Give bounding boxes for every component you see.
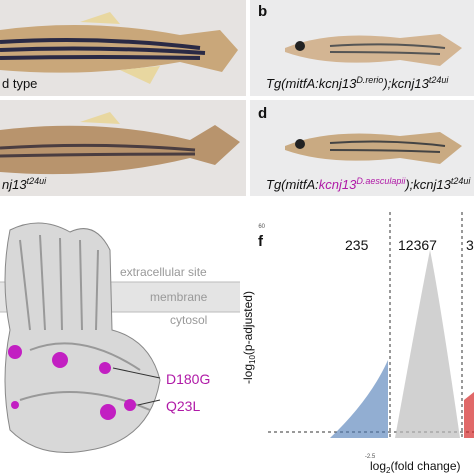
fish <box>0 125 240 175</box>
pointer <box>112 367 161 379</box>
eye <box>295 41 305 51</box>
caption-sup: D.rerio <box>356 75 383 85</box>
label-part: -log <box>241 364 255 384</box>
layer-label: cytosol <box>170 313 207 327</box>
panel-c: nj13t24ui <box>0 100 246 196</box>
panel-f: f 235 12367 3 -2.5 60 -log10(p-adjusted)… <box>241 212 474 474</box>
layer-label: membrane <box>150 290 208 304</box>
caption: nj13t24ui <box>2 176 47 192</box>
label-sub: 2 <box>386 466 391 474</box>
fins <box>80 12 160 84</box>
fins <box>80 112 120 124</box>
caption-part: Tg(mitfA: <box>266 177 319 192</box>
residues <box>8 345 136 420</box>
eye <box>295 139 305 149</box>
point-cloud-down <box>330 360 388 438</box>
panel-letter: b <box>258 3 267 20</box>
caption-sup: t24ui <box>27 176 48 186</box>
label-part: log <box>370 459 386 473</box>
panel-letter: f <box>258 233 264 250</box>
x-tick-label: -2.5 <box>365 454 376 460</box>
stripes <box>0 38 206 60</box>
caption-part: Tg(mitfA:kcnj13 <box>266 76 357 91</box>
pointer <box>137 399 161 406</box>
panel-a: d type <box>0 0 246 96</box>
mutation-label: Q23L <box>166 398 200 414</box>
helices <box>19 234 151 411</box>
count-label: 12367 <box>398 237 437 253</box>
label-part: (p-adjusted) <box>241 291 255 355</box>
caption-part: );kcnj13 <box>403 177 451 192</box>
point-cloud <box>395 250 460 438</box>
panel-d: d Tg(mitfA:kcnj13D.aesculapii);kcnj13t24… <box>250 100 474 196</box>
caption-sup: t24ui <box>429 75 450 85</box>
count-label: 3 <box>466 237 474 253</box>
caption-sup: t24ui <box>451 176 472 186</box>
caption-gene: kcnj13 <box>319 177 357 192</box>
caption-part: nj13 <box>2 177 27 192</box>
protein <box>4 222 161 453</box>
caption: Tg(mitfA:kcnj13D.rerio);kcnj13t24ui <box>266 75 449 91</box>
panel-e: extracellular site membrane cytosol D180… <box>0 222 240 453</box>
caption-part: );kcnj13 <box>381 76 429 91</box>
count-label: 235 <box>345 237 369 253</box>
y-axis-label: -log10(p-adjusted) <box>241 291 257 384</box>
caption: Tg(mitfA:kcnj13D.aesculapii);kcnj13t24ui <box>266 176 471 192</box>
y-tick-label: 60 <box>258 224 265 230</box>
layer-label: extracellular site <box>120 265 207 279</box>
stripes <box>0 143 196 158</box>
label-part: (fold change) <box>390 459 460 473</box>
panel-b: b Tg(mitfA:kcnj13D.rerio);kcnj13t24ui <box>250 0 474 96</box>
fish <box>285 132 462 164</box>
stripes <box>329 140 446 153</box>
label-sub: 10 <box>248 355 257 364</box>
caption-sup: D.aesculapii <box>356 176 406 186</box>
mutation-label: D180G <box>166 371 210 387</box>
panel-letter: d <box>258 105 267 122</box>
fish <box>285 34 462 66</box>
caption: d type <box>2 76 37 91</box>
stripes <box>329 43 446 55</box>
point-cloud-up <box>464 392 474 438</box>
x-axis-label: log2(fold change) <box>370 459 461 474</box>
